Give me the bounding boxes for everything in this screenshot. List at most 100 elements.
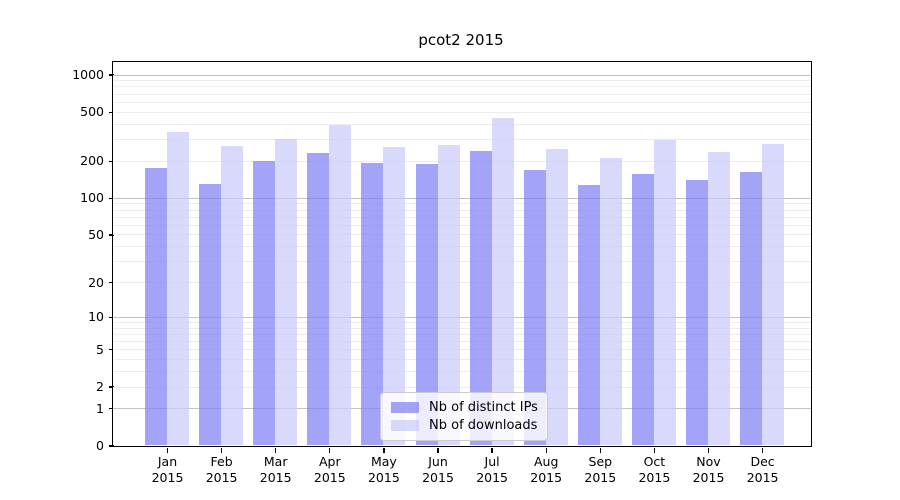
distinct-ips-bar-mar <box>253 160 276 446</box>
downloads-bar-aug <box>545 148 568 446</box>
x-tick-mark <box>653 447 656 453</box>
x-tick-mark <box>599 447 601 453</box>
downloads-bar-may <box>383 146 406 446</box>
minor-gridline <box>113 359 811 361</box>
y-tick-label: 100 <box>80 190 104 206</box>
distinct-ips-bar-sep <box>577 185 600 446</box>
downloads-bar-dec <box>762 144 785 446</box>
minor-gridline <box>113 101 811 103</box>
y-tick-label: 2 <box>96 379 104 394</box>
legend-entry-distinct-ips: Nb of distinct IPs <box>381 400 547 415</box>
legend-label-distinct-ips: Nb of distinct IPs <box>429 399 538 415</box>
x-tick-label: May 2015 <box>367 453 400 485</box>
x-tick-label: Jun 2015 <box>422 453 454 485</box>
major-gridline <box>113 74 811 76</box>
distinct-ips-bar-dec <box>740 172 763 446</box>
x-tick-mark <box>383 447 385 453</box>
x-tick-label: Oct 2015 <box>638 453 671 485</box>
x-tick-mark <box>275 447 277 453</box>
minor-gridline <box>113 386 811 388</box>
downloads-bar-jun <box>437 145 460 446</box>
downloads-bar-mar <box>275 139 298 446</box>
minor-gridline <box>113 327 811 329</box>
legend-swatch-downloads <box>391 419 419 431</box>
distinct-ips-bar-may <box>361 162 384 446</box>
y-tick-label: 50 <box>88 226 104 242</box>
x-tick-label: Apr 2015 <box>313 453 346 485</box>
distinct-ips-bar-aug <box>523 170 546 446</box>
y-tick-mark <box>108 386 114 388</box>
major-gridline <box>113 197 811 199</box>
distinct-ips-bar-jun <box>415 164 438 446</box>
x-tick-mark <box>220 447 223 453</box>
minor-gridline <box>113 86 811 88</box>
minor-gridline <box>113 93 811 95</box>
downloads-bar-feb <box>221 145 244 446</box>
minor-gridline <box>113 111 811 113</box>
distinct-ips-bar-nov <box>686 179 708 446</box>
minor-gridline <box>113 216 811 218</box>
x-tick-mark <box>329 447 331 453</box>
distinct-ips-bar-apr <box>307 152 330 446</box>
x-tick-label: Aug 2015 <box>530 453 563 485</box>
x-tick-label: Nov 2015 <box>692 453 725 485</box>
distinct-ips-bar-jul <box>469 151 492 446</box>
minor-gridline <box>113 160 811 162</box>
y-tick-mark <box>108 111 114 113</box>
major-gridline <box>113 316 811 318</box>
y-tick-label: 0 <box>96 438 104 453</box>
minor-gridline <box>113 246 811 248</box>
downloads-bar-jan <box>167 131 189 446</box>
minor-gridline <box>113 333 811 335</box>
x-tick-label: Dec 2015 <box>746 453 779 485</box>
x-tick-mark <box>707 447 710 453</box>
x-tick-mark <box>761 447 764 453</box>
y-tick-mark <box>108 160 114 162</box>
y-tick-mark <box>108 281 114 284</box>
y-tick-mark <box>108 74 114 76</box>
minor-gridline <box>113 234 811 236</box>
y-tick-label: 1 <box>96 400 104 416</box>
x-tick-mark <box>166 447 169 453</box>
y-tick-label: 20 <box>88 274 104 290</box>
downloads-bar-nov <box>708 152 730 446</box>
distinct-ips-bar-oct <box>631 173 654 446</box>
y-tick-mark <box>108 197 114 199</box>
minor-gridline <box>113 139 811 141</box>
x-tick-mark <box>545 447 547 453</box>
minor-gridline <box>113 80 811 82</box>
x-tick-label: Jan 2015 <box>151 453 184 485</box>
distinct-ips-bar-feb <box>199 184 222 446</box>
minor-gridline <box>113 371 811 373</box>
downloads-bar-apr <box>329 124 352 446</box>
x-tick-label: Feb 2015 <box>205 453 238 485</box>
x-tick-mark <box>491 447 493 453</box>
legend-label-downloads: Nb of downloads <box>429 417 538 433</box>
legend-swatch-distinct-ips <box>391 401 419 413</box>
y-tick-mark <box>108 408 114 410</box>
y-tick-mark <box>108 349 114 351</box>
minor-gridline <box>113 282 811 283</box>
legend-entry-downloads: Nb of downloads <box>381 418 547 433</box>
y-tick-label: 5 <box>96 341 104 357</box>
minor-gridline <box>113 224 811 226</box>
minor-gridline <box>113 209 811 211</box>
minor-gridline <box>113 341 811 342</box>
y-tick-label: 10 <box>88 309 104 325</box>
y-tick-mark <box>108 445 114 447</box>
minor-gridline <box>113 321 811 323</box>
downloads-bar-oct <box>653 139 676 446</box>
downloads-bar-jul <box>491 118 514 446</box>
legend: Nb of distinct IPs Nb of downloads <box>380 391 548 441</box>
downloads-bar-sep <box>599 158 622 446</box>
minor-gridline <box>113 203 811 205</box>
distinct-ips-bar-jan <box>145 168 167 446</box>
y-tick-label: 500 <box>80 104 104 120</box>
x-tick-label: Mar 2015 <box>259 453 292 485</box>
plot-area <box>112 60 812 447</box>
x-tick-label: Jul 2015 <box>476 453 508 485</box>
x-tick-mark <box>437 447 439 453</box>
y-tick-mark <box>108 316 114 318</box>
x-tick-label: Sep 2015 <box>584 453 617 485</box>
